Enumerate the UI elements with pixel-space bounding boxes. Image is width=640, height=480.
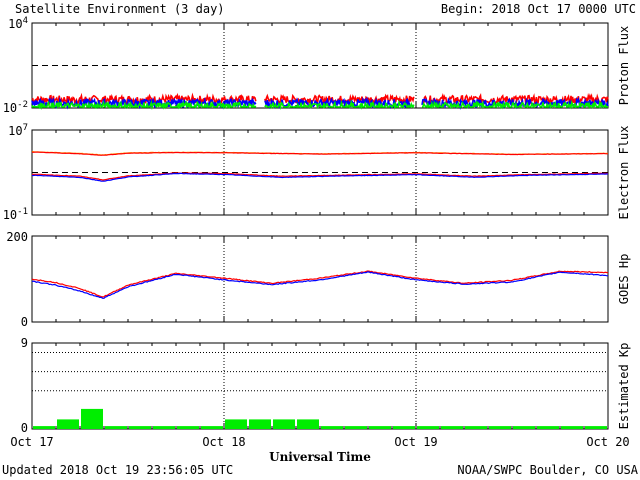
hp-series-red bbox=[31, 270, 609, 298]
y-axis-label: GOES Hp bbox=[617, 254, 631, 305]
panel-marks bbox=[31, 343, 609, 429]
y-axis-label: Proton Flux bbox=[617, 26, 631, 105]
kp-bar bbox=[153, 426, 175, 429]
kp-bar bbox=[345, 426, 367, 429]
kp-bar bbox=[129, 426, 151, 429]
panel-marks bbox=[31, 23, 609, 111]
kp-bar bbox=[81, 408, 103, 429]
y-tick-label-bottom: 10-1 bbox=[3, 207, 28, 222]
panel-marks bbox=[31, 236, 609, 322]
kp-bar bbox=[537, 426, 559, 429]
credit-text: NOAA/SWPC Boulder, CO USA bbox=[457, 463, 638, 477]
kp-bar bbox=[225, 419, 247, 429]
kp-bar bbox=[201, 426, 223, 429]
kp-bar bbox=[57, 419, 79, 429]
proton-series-green bbox=[31, 99, 608, 111]
kp-bar bbox=[321, 426, 343, 429]
begin-time: Begin: 2018 Oct 17 0000 UTC bbox=[441, 2, 636, 16]
x-tick-label: Oct 17 bbox=[10, 435, 53, 449]
chart-title: Satellite Environment (3 day) bbox=[15, 2, 225, 16]
kp-bar bbox=[561, 426, 583, 429]
x-tick-label: Oct 19 bbox=[394, 435, 437, 449]
kp-bar bbox=[441, 426, 463, 429]
kp-bar bbox=[489, 426, 511, 429]
y-tick-label-top: 9 bbox=[21, 336, 28, 350]
electron-series-red bbox=[31, 151, 608, 156]
goes-hp-panel: 200 0 GOES Hp bbox=[6, 230, 631, 329]
panel-frame bbox=[31, 342, 609, 430]
kp-bar bbox=[177, 426, 199, 429]
electron-series-red bbox=[31, 172, 609, 181]
y-tick-label-top: 107 bbox=[8, 123, 28, 138]
x-axis-label: Universal Time bbox=[269, 450, 371, 464]
kp-bar bbox=[273, 419, 295, 429]
y-tick-label-bottom: 10-2 bbox=[3, 100, 28, 115]
kp-bar bbox=[393, 426, 415, 429]
kp-bar bbox=[417, 426, 439, 429]
kp-bar bbox=[513, 426, 535, 429]
kp-bar bbox=[369, 426, 391, 429]
hp-series-blue bbox=[31, 271, 609, 299]
x-tick-label: Oct 18 bbox=[202, 435, 245, 449]
kp-bar bbox=[465, 426, 487, 429]
electron-flux-panel: 107 10-1 Electron Flux bbox=[3, 123, 631, 222]
kp-bar bbox=[249, 419, 271, 429]
y-tick-label-top: 104 bbox=[8, 16, 28, 31]
x-tick-label: Oct 20 bbox=[586, 435, 629, 449]
panel-marks bbox=[31, 130, 609, 215]
y-tick-label-bottom: 0 bbox=[21, 421, 28, 435]
kp-bar bbox=[33, 426, 55, 429]
y-axis-label: Estimated Kp bbox=[617, 343, 631, 430]
kp-bar bbox=[297, 419, 319, 429]
proton-flux-panel: 104 10-2 Proton Flux bbox=[3, 16, 631, 115]
kp-bar bbox=[585, 426, 607, 429]
panel-frame bbox=[31, 22, 609, 109]
kp-bar bbox=[105, 426, 127, 429]
kp-panel: 9 0 Estimated Kp bbox=[21, 336, 631, 435]
panel-frame bbox=[31, 129, 609, 216]
electron-series-blue bbox=[32, 172, 609, 182]
updated-time: Updated 2018 Oct 19 23:56:05 UTC bbox=[2, 463, 233, 477]
y-tick-label-top: 200 bbox=[6, 230, 28, 244]
y-tick-label-bottom: 0 bbox=[21, 315, 28, 329]
y-axis-label: Electron Flux bbox=[617, 126, 631, 220]
